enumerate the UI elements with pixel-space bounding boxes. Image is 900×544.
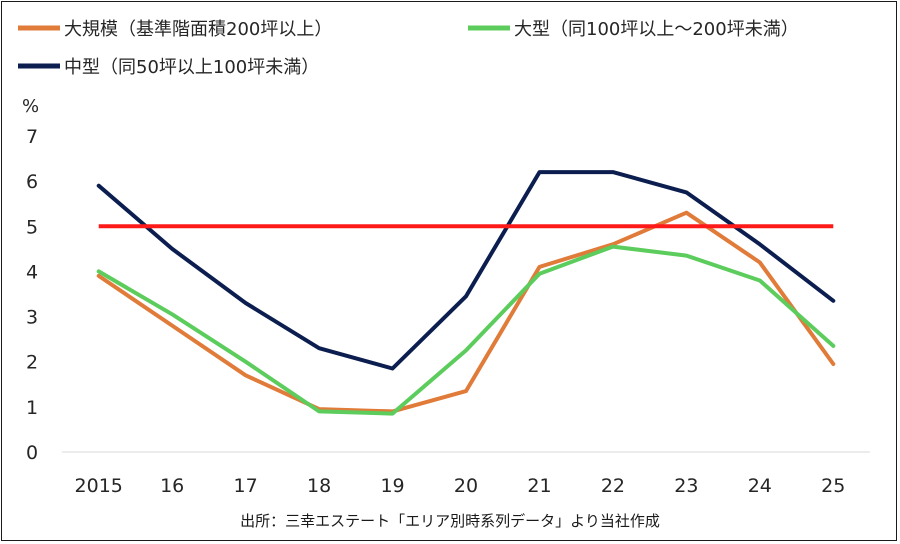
source-note: 出所：三幸エステート「エリア別時系列データ」より当社作成 xyxy=(240,512,660,530)
legend-label-2: 中型（同50坪以上100坪未満） xyxy=(64,57,319,78)
x-tick-label: 18 xyxy=(307,475,331,497)
series-line-0 xyxy=(96,210,836,414)
x-tick-label: 20 xyxy=(454,475,478,497)
x-axis-ticks: 2015 16 17 18 19 20 21 22 23 24 25 xyxy=(75,475,846,497)
y-axis-ticks: 0 1 2 3 4 5 6 7 xyxy=(26,126,38,464)
x-tick-label: 2015 xyxy=(75,475,123,497)
y-axis-unit-label: % xyxy=(22,96,39,117)
series-lines xyxy=(96,170,836,416)
x-tick-label: 23 xyxy=(674,475,698,497)
y-tick-label: 7 xyxy=(26,126,38,148)
x-tick-label: 19 xyxy=(380,475,404,497)
x-tick-label: 22 xyxy=(601,475,625,497)
x-tick-label: 25 xyxy=(821,475,845,497)
y-tick-label: 5 xyxy=(26,216,38,238)
x-tick-label: 16 xyxy=(160,475,184,497)
legend: 大規模（基準階面積200坪以上） 大型（同100坪以上～200坪未満） 中型（同50… xyxy=(18,19,799,78)
y-tick-label: 3 xyxy=(26,307,38,329)
series-line-1 xyxy=(96,244,836,416)
y-tick-label: 0 xyxy=(26,442,38,464)
legend-label-1: 大型（同100坪以上～200坪未満） xyxy=(514,19,799,40)
x-tick-label: 24 xyxy=(748,475,772,497)
series-line-2 xyxy=(96,170,836,371)
y-tick-label: 4 xyxy=(26,261,38,283)
x-tick-label: 21 xyxy=(527,475,551,497)
y-tick-label: 1 xyxy=(26,397,38,419)
y-tick-label: 6 xyxy=(26,171,38,193)
y-tick-label: 2 xyxy=(26,352,38,374)
legend-label-0: 大規模（基準階面積200坪以上） xyxy=(64,19,332,40)
x-tick-label: 17 xyxy=(234,475,258,497)
